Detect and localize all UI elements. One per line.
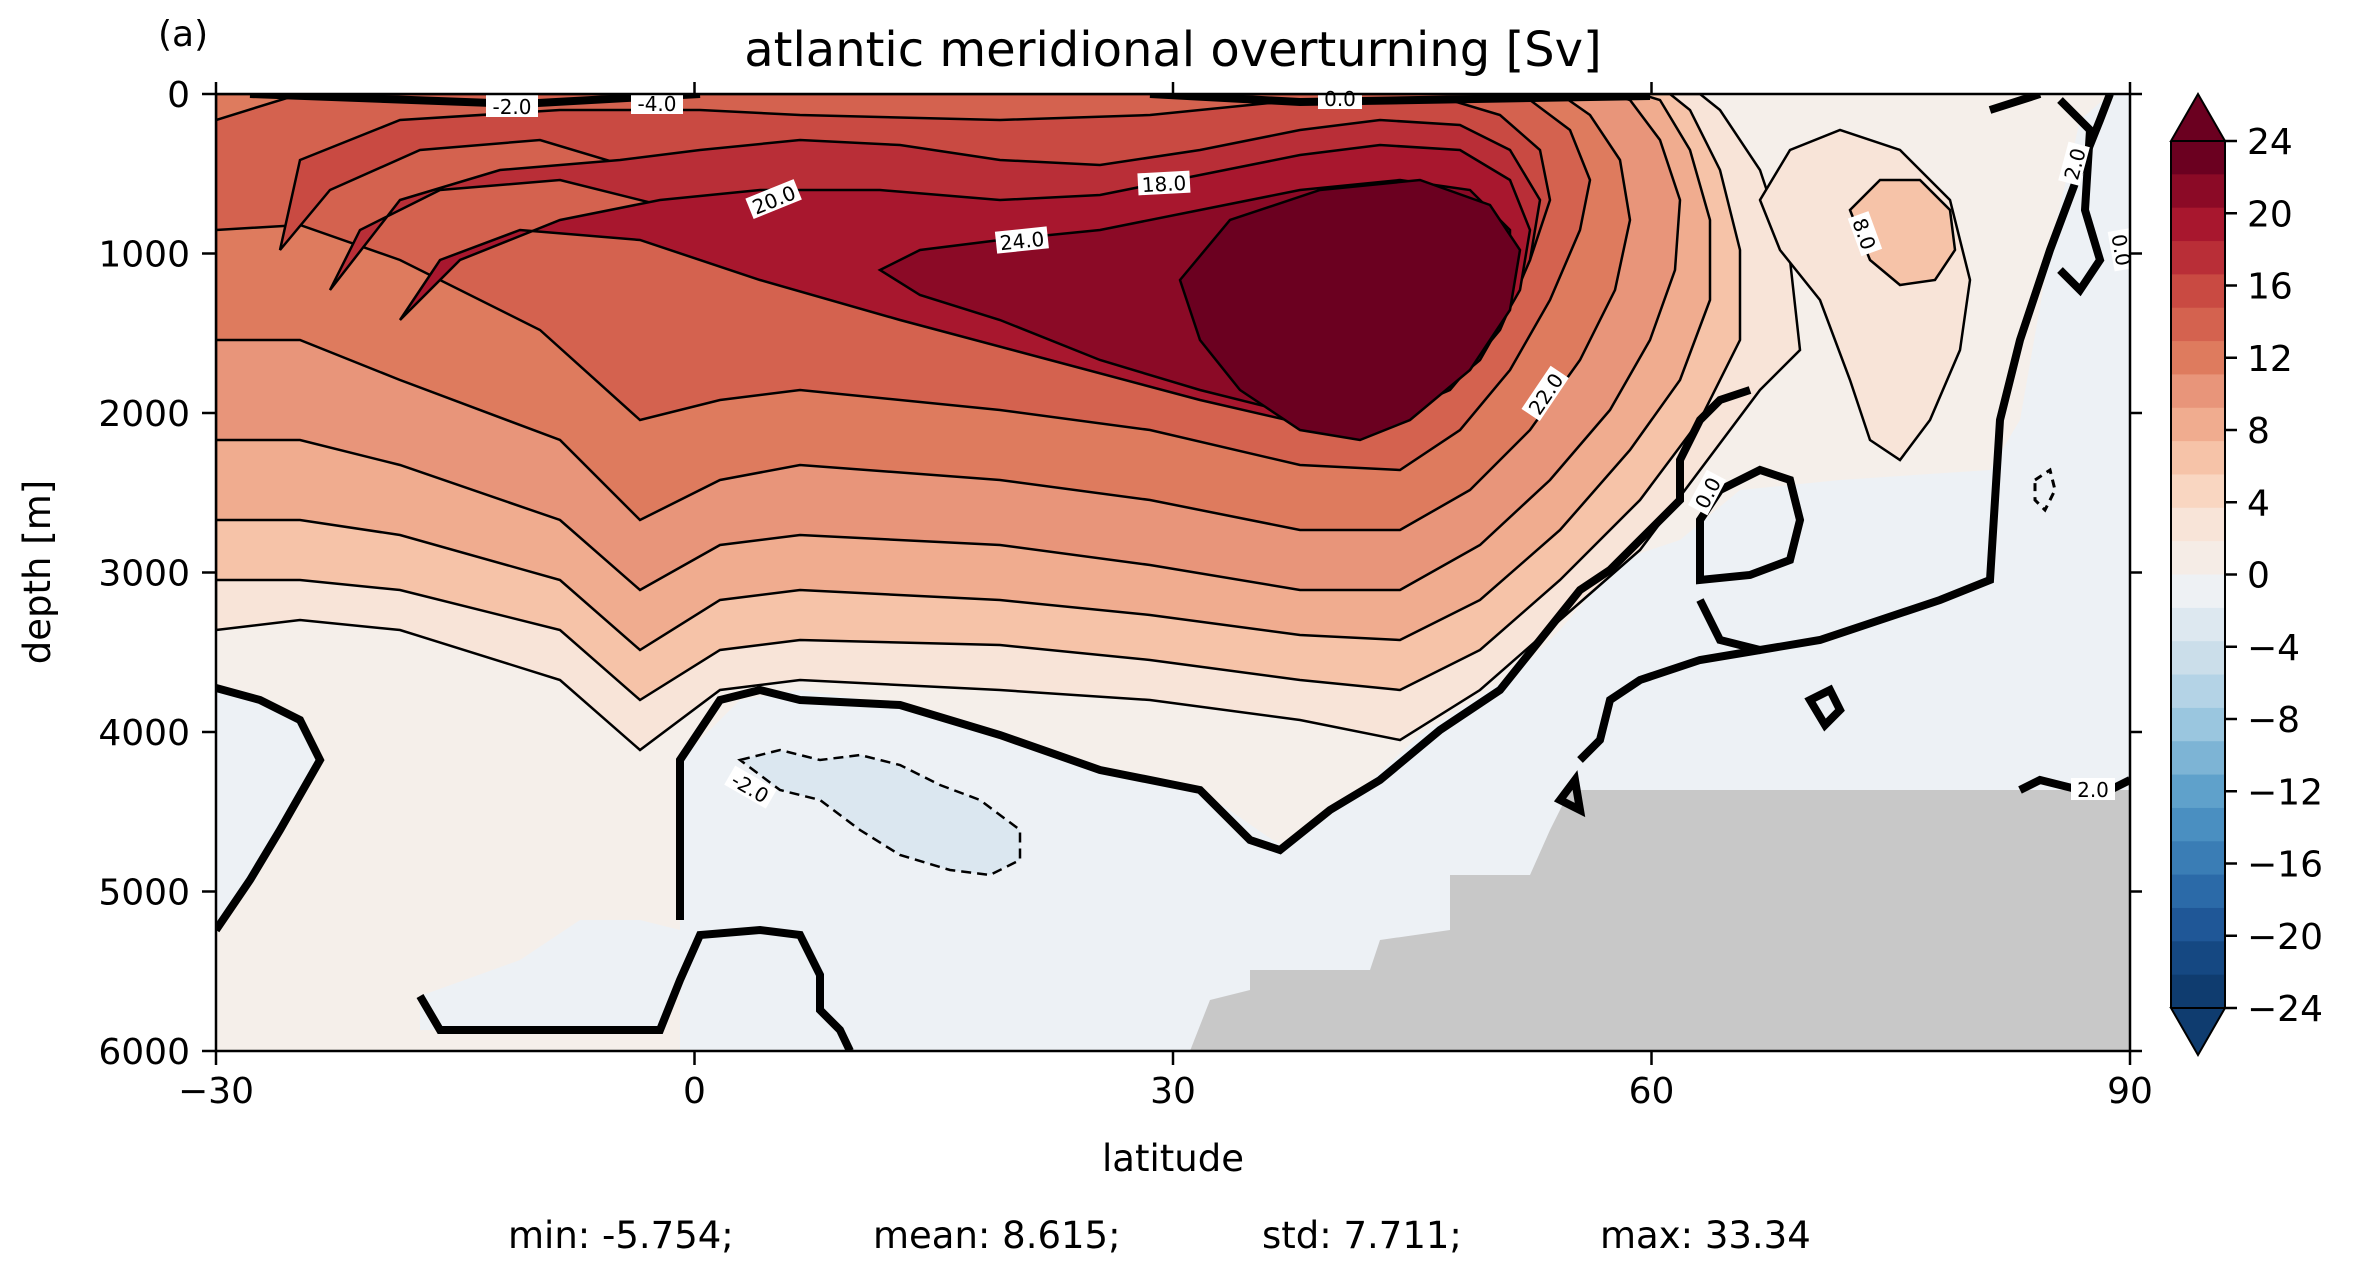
y-tick-label: 1000 [98, 235, 190, 276]
colorbar-tick-label: 20 [2247, 194, 2293, 235]
colorbar-tick-label: −4 [2247, 628, 2300, 669]
contour-label: -4.0 [631, 92, 683, 116]
svg-text:-2.0: -2.0 [492, 95, 531, 119]
y-tick-label: 5000 [98, 873, 190, 914]
colorbar-segment [2171, 207, 2225, 242]
x-tick-label: 60 [1629, 1071, 1675, 1112]
colorbar-extend-min [2169, 1007, 2227, 1058]
svg-text:-4.0: -4.0 [637, 92, 676, 116]
colorbar-tick-label: −8 [2247, 700, 2300, 741]
svg-text:24.0: 24.0 [999, 227, 1046, 256]
colorbar-segment [2171, 974, 2225, 1009]
y-tick-label: 0 [167, 75, 190, 116]
svg-text:18.0: 18.0 [1141, 171, 1187, 197]
colorbar-segment [2171, 807, 2225, 842]
y-tick-label: 3000 [98, 554, 190, 595]
negative-region-southwest [216, 688, 320, 930]
stat-mean: mean: 8.615; [873, 1214, 1121, 1257]
colorbar-segment [2171, 407, 2225, 442]
colorbar-segment [2171, 574, 2225, 609]
stat-max: max: 33.34 [1600, 1214, 1811, 1257]
negative-cell-east [2033, 467, 2057, 513]
colorbar-segment [2171, 907, 2225, 942]
colorbar-segment [2171, 641, 2225, 676]
stat-std: std: 7.711; [1262, 1214, 1462, 1257]
colorbar-segment [2171, 274, 2225, 309]
colorbar-segment [2171, 874, 2225, 909]
overturning-cell [216, 94, 1802, 752]
colorbar-tick-label: −16 [2247, 845, 2323, 886]
colorbar-segment [2171, 674, 2225, 709]
contour-label: 24.0 [994, 226, 1049, 256]
colorbar-segment [2171, 774, 2225, 809]
colorbar-tick-label: 4 [2247, 483, 2270, 524]
colorbar-tick-label: 24 [2247, 122, 2293, 163]
contour-label: 2.0 [2071, 778, 2115, 802]
bathymetry [1190, 790, 2130, 1051]
colorbar-extend-max [2169, 91, 2227, 142]
colorbar-segment [2171, 707, 2225, 742]
colorbar-segment [2171, 141, 2225, 175]
colorbar-tick-label: 8 [2247, 411, 2270, 452]
colorbar-segment [2171, 441, 2225, 476]
colorbar-tick-label: 0 [2247, 556, 2270, 597]
colorbar-segment [2171, 241, 2225, 275]
colorbar-segment [2171, 607, 2225, 642]
x-axis: −30 0 30 60 90 [178, 82, 2153, 1112]
chart-title: atlantic meridional overturning [Sv] [744, 22, 1602, 78]
stat-min: min: -5.754; [508, 1214, 734, 1257]
colorbar-segment [2171, 474, 2225, 509]
x-tick-label: 30 [1150, 1071, 1196, 1112]
colorbar-segment [2171, 307, 2225, 342]
negative-cell-2sv [737, 748, 1022, 877]
contour-label: 18.0 [1137, 170, 1191, 197]
colorbar-segment [2171, 374, 2225, 409]
x-tick-label: −30 [178, 1071, 254, 1112]
colorbar-segment [2171, 541, 2225, 576]
colorbar-segment [2171, 174, 2225, 209]
x-tick-label: 0 [683, 1071, 706, 1112]
colorbar-tick-label: −24 [2247, 989, 2323, 1030]
stats-line: min: -5.754; mean: 8.615; std: 7.711; ma… [508, 1214, 1811, 1257]
negative-region-south-bottom [420, 920, 700, 1030]
svg-text:0.0: 0.0 [1324, 87, 1356, 111]
colorbar-tick-label: 16 [2247, 267, 2293, 308]
colorbar-tick-label: −12 [2247, 772, 2323, 813]
x-axis-label: latitude [1102, 1137, 1244, 1180]
colorbar-segment [2171, 507, 2225, 542]
colorbar-tick-label: −20 [2247, 917, 2323, 958]
y-tick-label: 4000 [98, 713, 190, 754]
plot-area [216, 94, 2130, 1051]
svg-text:2.0: 2.0 [2077, 778, 2109, 802]
contour-labels: -2.0 -4.0 0.0 20.0 18.0 24.0 22.0 8.0 2.… [486, 87, 2137, 809]
northern-cell [1758, 128, 1972, 462]
y-axis: 0 1000 2000 3000 4000 5000 6000 [98, 75, 2142, 1073]
contour-label: -2.0 [486, 95, 538, 119]
colorbar-segment [2171, 841, 2225, 876]
colorbar-segment [2171, 741, 2225, 776]
colorbar-tick-label: 12 [2247, 339, 2293, 380]
y-axis-label: depth [m] [16, 480, 59, 664]
colorbar-segment [2171, 941, 2225, 976]
y-tick-label: 6000 [98, 1032, 190, 1073]
colorbar: 24 20 16 12 8 4 0 −4 −8 −12 −16 −20 −24 [2169, 91, 2323, 1058]
x-tick-label: 90 [2107, 1071, 2153, 1112]
colorbar-segment [2171, 341, 2225, 376]
panel-label: (a) [158, 14, 208, 55]
y-tick-label: 2000 [98, 394, 190, 435]
contour-label: 0.0 [1318, 87, 1362, 111]
